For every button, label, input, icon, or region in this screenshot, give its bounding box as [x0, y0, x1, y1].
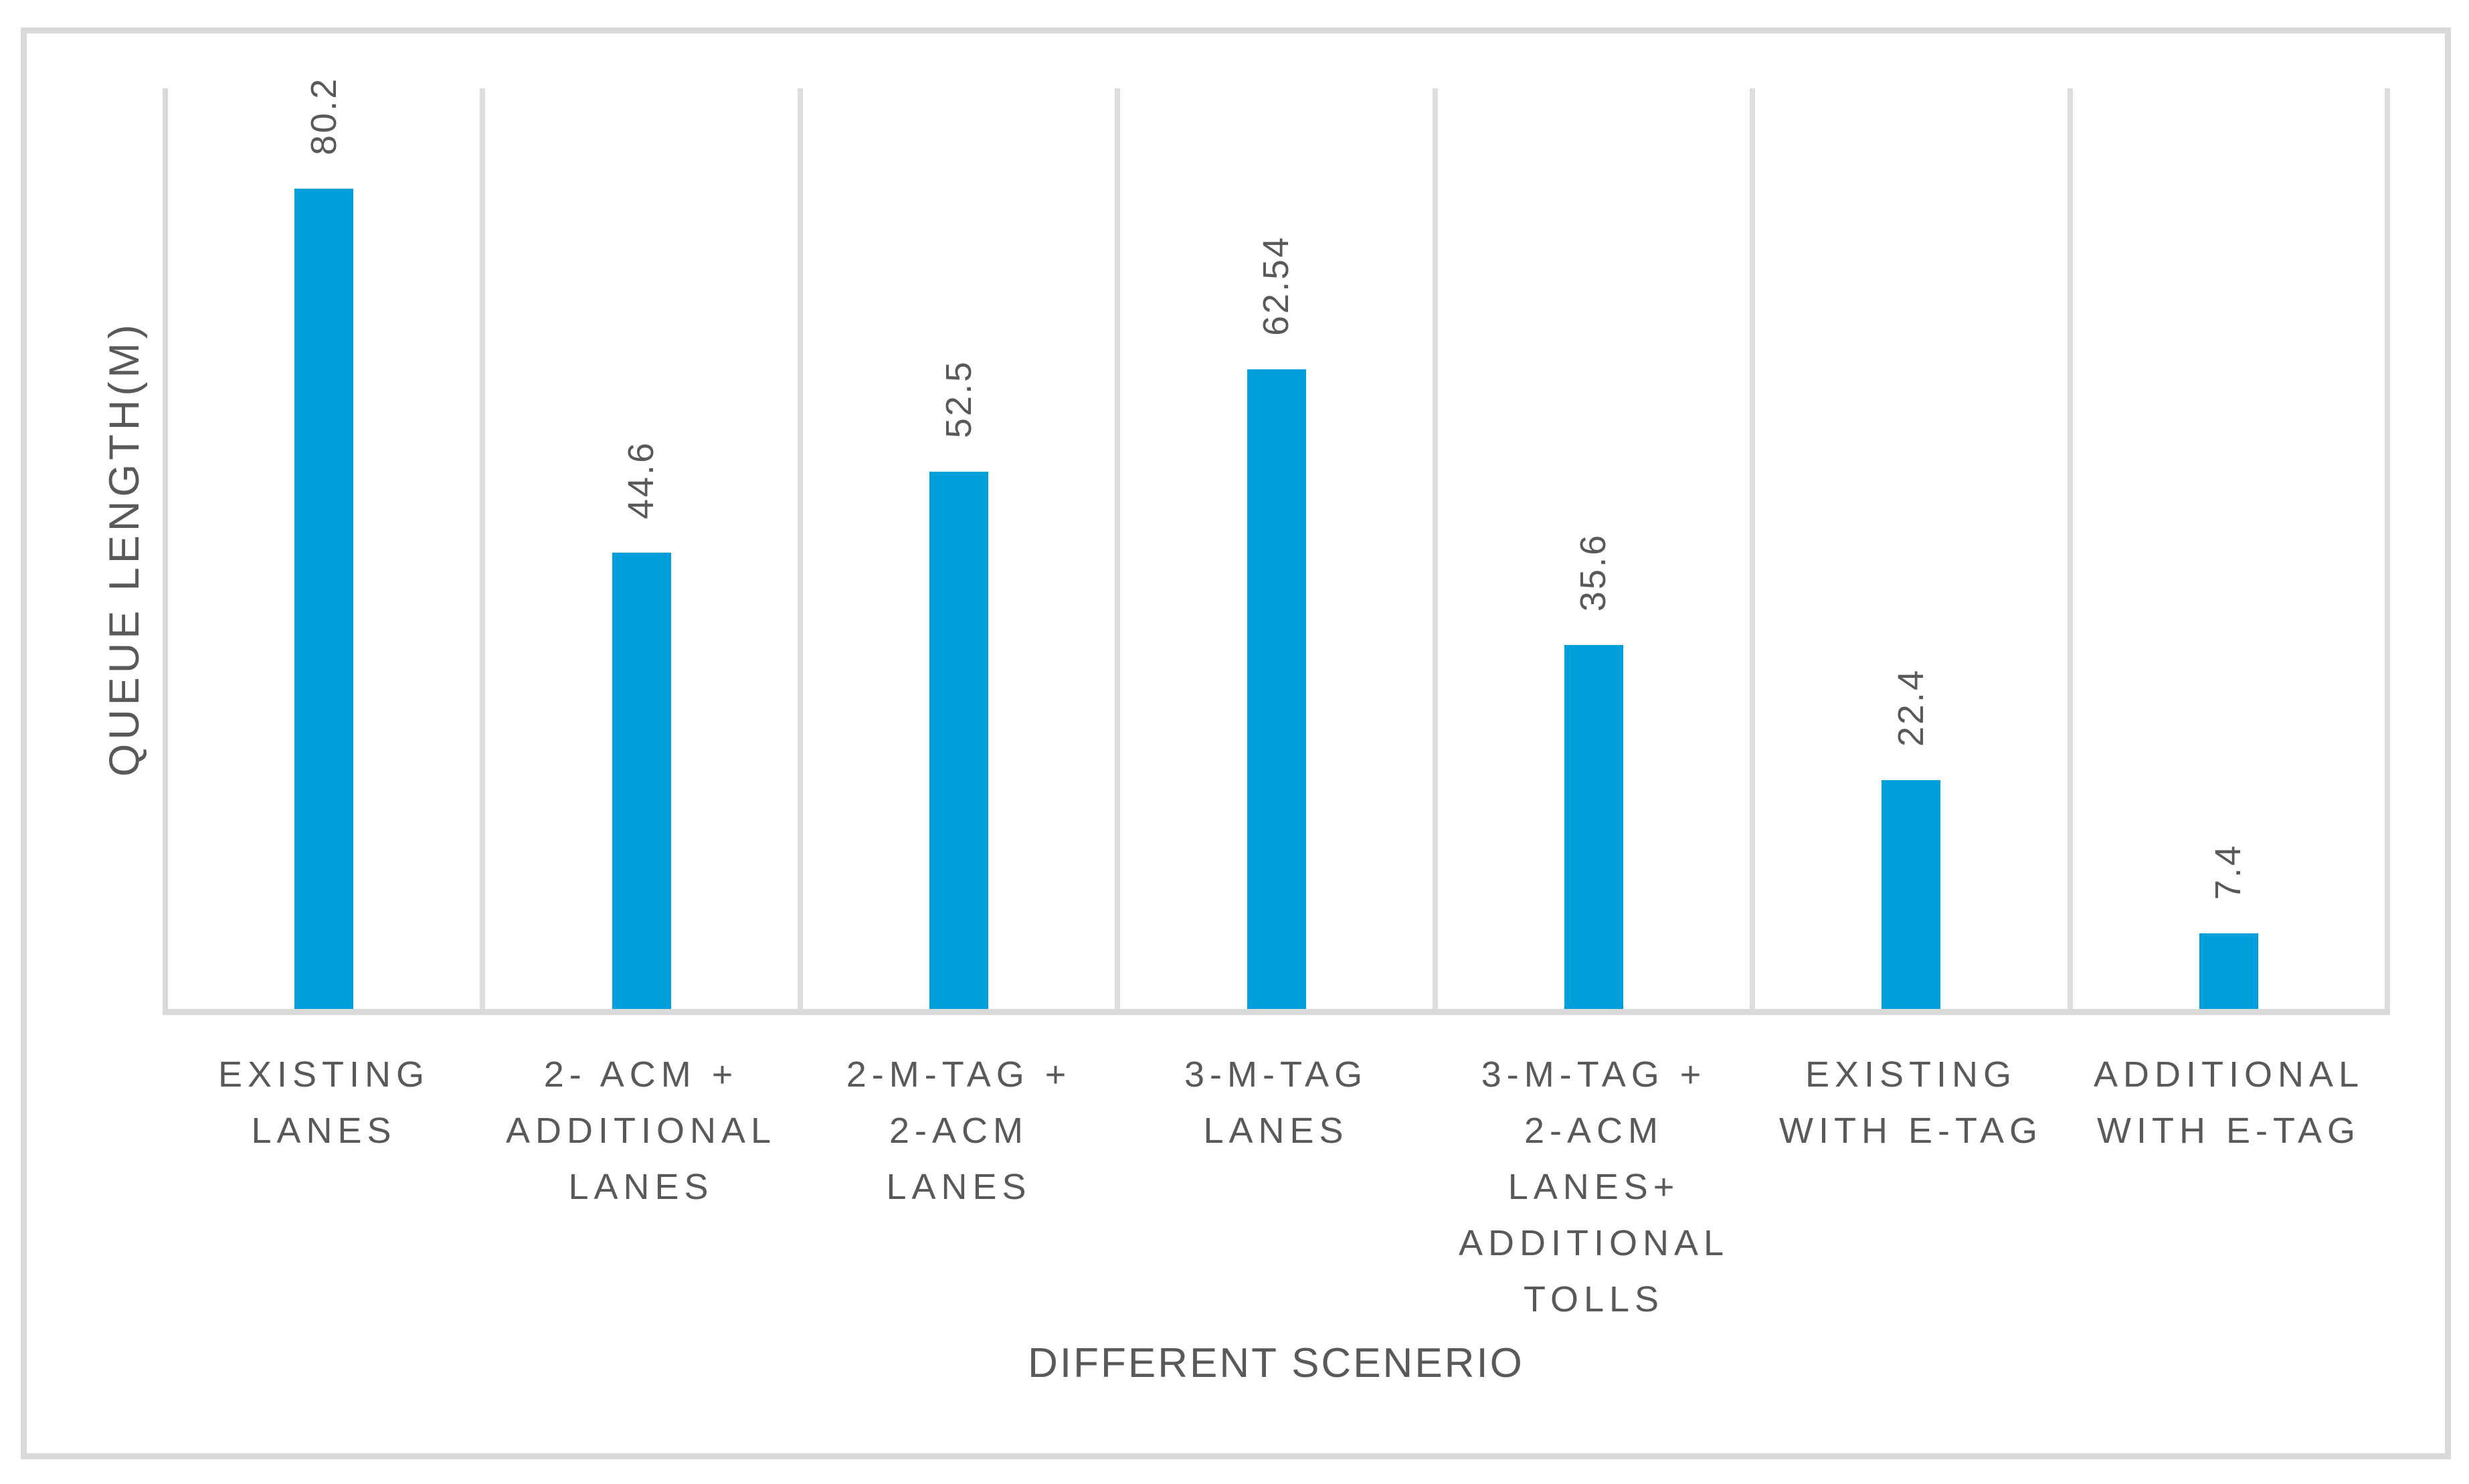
category-label-line: 3-M-TAG: [1184, 1054, 1368, 1095]
bar-1: [612, 553, 671, 1009]
category-label-line: TOLLS: [1523, 1279, 1665, 1319]
category-separator-gridline: [2068, 88, 2073, 1009]
category-label-line: 2-ACM: [1524, 1111, 1663, 1151]
y-axis-line: [163, 88, 168, 1009]
bar-value-label: 7.4: [2208, 843, 2248, 900]
category-separator-gridline: [1115, 88, 1120, 1009]
category-label: EXISTING WITH E-TAG: [1752, 1046, 2070, 1159]
bar-0: [294, 189, 353, 1009]
bar-3: [1247, 369, 1306, 1009]
chart-frame-border: [21, 27, 2451, 1459]
bar-6: [2199, 933, 2258, 1009]
bar-2: [929, 472, 988, 1009]
category-label-line: ADDITIONAL: [505, 1111, 777, 1151]
category-label-line: 2-M-TAG +: [846, 1054, 1072, 1095]
category-separator-gridline: [1750, 88, 1755, 1009]
category-label-line: LANES: [568, 1167, 714, 1207]
category-label-line: LANES: [1203, 1111, 1349, 1151]
category-label-line: LANES: [886, 1167, 1032, 1207]
category-label-line: LANES+: [1507, 1167, 1680, 1207]
category-label-line: 3-M-TAG +: [1481, 1054, 1707, 1095]
category-label: EXISTING LANES: [165, 1046, 482, 1159]
category-label-line: LANES: [251, 1111, 397, 1151]
category-label-line: ADDITIONAL: [2093, 1054, 2365, 1095]
category-separator-gridline: [798, 88, 803, 1009]
category-label-line: 2- ACM +: [543, 1054, 739, 1095]
category-label: ADDITIONAL WITH E-TAG: [2070, 1046, 2387, 1159]
bar-value-label: 44.6: [621, 440, 661, 519]
category-label: 2-M-TAG + 2-ACM LANES: [800, 1046, 1117, 1215]
category-label: 3-M-TAG LANES: [1117, 1046, 1435, 1159]
bar-value-label: 52.5: [939, 359, 979, 438]
bar-value-label: 62.54: [1256, 235, 1296, 336]
x-axis-title: DIFFERENT SCENERIO: [1028, 1340, 1524, 1386]
bar-value-label: 35.6: [1573, 533, 1613, 612]
category-label: 3-M-TAG + 2-ACM LANES+ ADDITIONAL TOLLS: [1435, 1046, 1752, 1327]
category-separator-gridline: [480, 88, 485, 1009]
category-label-line: ADDITIONAL: [1458, 1223, 1730, 1263]
category-label-line: EXISTING: [1805, 1054, 2017, 1095]
category-separator-gridline: [1433, 88, 1438, 1009]
category-label-line: 2-ACM: [889, 1111, 1028, 1151]
category-label-line: WITH E-TAG: [2097, 1111, 2361, 1151]
category-separator-gridline: [2385, 88, 2390, 1009]
category-label: 2- ACM + ADDITIONAL LANES: [482, 1046, 800, 1215]
y-axis-title: QUEUE LENGTH(M): [101, 320, 148, 777]
bar-value-label: 80.2: [304, 76, 344, 155]
category-label-line: WITH E-TAG: [1779, 1111, 2043, 1151]
bar-value-label: 22.4: [1891, 668, 1931, 747]
category-label-line: EXISTING: [217, 1054, 430, 1095]
bar-5: [1882, 780, 1940, 1009]
bar-4: [1564, 645, 1623, 1009]
x-axis-line: [163, 1009, 2390, 1015]
